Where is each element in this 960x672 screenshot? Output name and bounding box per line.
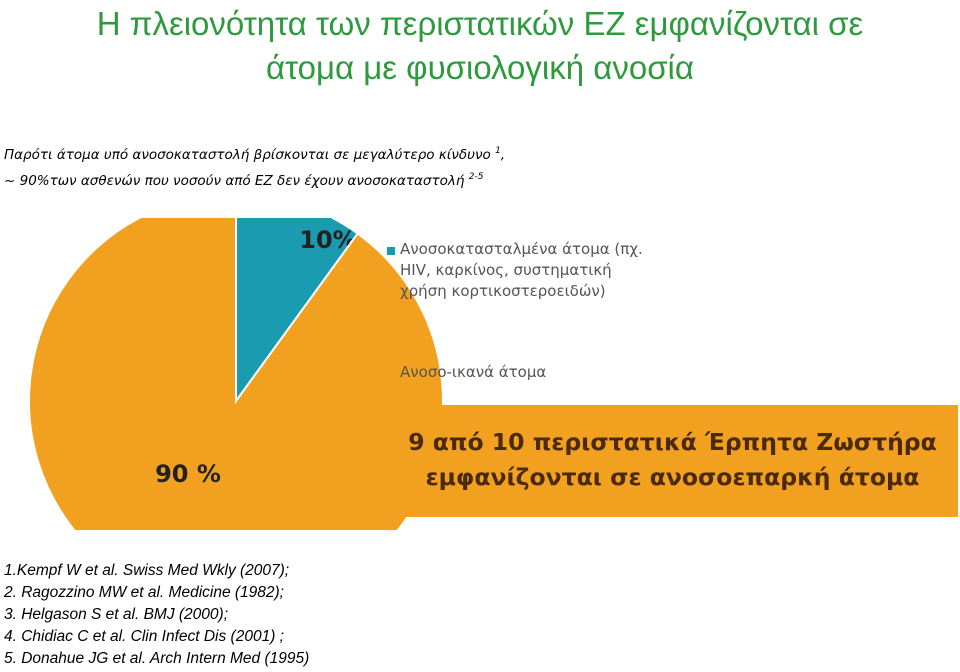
references-list: 1.Kempf W et al. Swiss Med Wkly (2007); …: [4, 560, 704, 670]
key-message-banner: 9 από 10 περιστατικά Έρπητα Ζωστήρα εμφα…: [387, 405, 958, 517]
legend-item-1-line-2: HIV, καρκίνος, συστηματική: [400, 261, 612, 279]
subtitle-line-2-text: ~ 90%των ασθενών που νοσούν από ΕΖ δεν έ…: [4, 173, 465, 189]
subtitle: Παρότι άτομα υπό ανοσοκαταστολή βρίσκοντ…: [4, 140, 824, 192]
reference-item: 3. Helgason S et al. BMJ (2000);: [4, 606, 229, 623]
legend-swatch-immunocompetent: [387, 370, 395, 378]
subtitle-line-1-ref: 1: [495, 146, 501, 156]
subtitle-line-2: ~ 90%των ασθενών που νοσούν από ΕΖ δεν έ…: [4, 166, 824, 192]
key-message-line-1: 9 από 10 περιστατικά Έρπητα Ζωστήρα: [408, 428, 937, 456]
key-message-text: 9 από 10 περιστατικά Έρπητα Ζωστήρα εμφα…: [387, 425, 958, 495]
legend-swatch-immunocompromised: [387, 247, 395, 255]
key-message-line-2: εμφανίζονται σε ανοσοεπαρκή άτομα: [425, 463, 920, 491]
legend-item-immunocompetent: Ανοσο-ικανά άτομα: [400, 363, 547, 381]
reference-item: 4. Chidiac C et al. Clin Infect Dis (200…: [4, 628, 284, 645]
pie-slice-2: [28, 218, 444, 530]
reference-item: 2. Ragozzino MW et al. Medicine (1982);: [4, 584, 284, 601]
slide-title: Η πλειονότητα των περιστατικών ΕΖ εμφανί…: [0, 2, 960, 90]
title-line-1: Η πλειονότητα των περιστατικών ΕΖ εμφανί…: [96, 5, 864, 42]
pie-chart: 10%90 %: [28, 218, 444, 530]
pie-chart-area: 10% 90 % Ανοσοκατασταλμένα άτομα (πχ. HIV…: [0, 218, 960, 530]
subtitle-line-1: Παρότι άτομα υπό ανοσοκαταστολή βρίσκοντ…: [4, 140, 824, 166]
pie-slice-1: [235, 218, 360, 405]
legend-item-1-line-1: Ανοσοκατασταλμένα άτομα (πχ.: [400, 240, 643, 258]
title-line-2: άτομα με φυσιολογική ανοσία: [266, 49, 694, 86]
reference-item: 1.Kempf W et al. Swiss Med Wkly (2007);: [4, 562, 290, 579]
subtitle-line-1-tail: ,: [500, 147, 506, 163]
subtitle-line-2-ref: 2-5: [468, 172, 484, 182]
legend-item-immunocompromised: Ανοσοκατασταλμένα άτομα (πχ. HIV, καρκίν…: [400, 239, 643, 302]
legend-item-1-line-3: χρήση κορτικοστεροειδών): [400, 282, 606, 300]
pie-slice-label-2: 90 %: [155, 460, 221, 488]
subtitle-line-1-text: Παρότι άτομα υπό ανοσοκαταστολή βρίσκοντ…: [4, 147, 491, 163]
reference-item: 5. Donahue JG et al. Arch Intern Med (19…: [4, 650, 310, 667]
